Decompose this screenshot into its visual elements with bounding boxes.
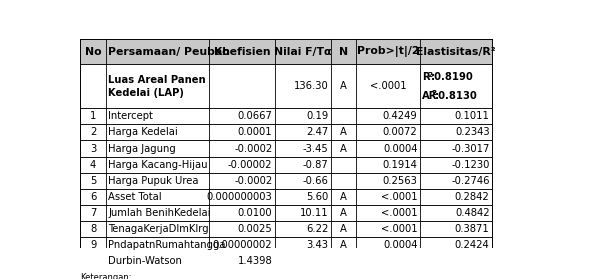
Text: Nilai F/Tα: Nilai F/Tα bbox=[274, 47, 332, 57]
Text: Persamaan/ Peubah: Persamaan/ Peubah bbox=[108, 47, 230, 57]
Text: Keterangan:: Keterangan: bbox=[80, 273, 132, 279]
Text: 10.11: 10.11 bbox=[300, 208, 329, 218]
Bar bbox=[80, 40, 492, 64]
Text: 2: 2 bbox=[90, 128, 96, 138]
Text: A: A bbox=[340, 143, 347, 153]
Text: 0.2343: 0.2343 bbox=[455, 128, 490, 138]
Text: Durbin-Watson: Durbin-Watson bbox=[108, 256, 182, 266]
Bar bbox=[80, 173, 492, 189]
Bar bbox=[80, 140, 492, 157]
Text: 5.60: 5.60 bbox=[306, 192, 329, 202]
Bar bbox=[80, 221, 492, 237]
Text: -0.1230: -0.1230 bbox=[451, 160, 490, 170]
Bar bbox=[80, 64, 492, 108]
Bar bbox=[80, 189, 492, 205]
Text: 6: 6 bbox=[90, 192, 96, 202]
Text: 0.000000003: 0.000000003 bbox=[207, 192, 272, 202]
Text: Asset Total: Asset Total bbox=[108, 192, 162, 202]
Text: 0.1011: 0.1011 bbox=[455, 111, 490, 121]
Text: <.0001: <.0001 bbox=[381, 192, 417, 202]
Text: -0.0002: -0.0002 bbox=[234, 176, 272, 186]
Text: 136.30: 136.30 bbox=[294, 81, 329, 91]
Text: TenagaKerjaDlmKlrg: TenagaKerjaDlmKlrg bbox=[108, 224, 209, 234]
Text: Harga Jagung: Harga Jagung bbox=[108, 143, 176, 153]
Text: 6.22: 6.22 bbox=[306, 224, 329, 234]
Text: 0.0001: 0.0001 bbox=[237, 128, 272, 138]
Text: 0.0667: 0.0667 bbox=[237, 111, 272, 121]
Text: N: N bbox=[339, 47, 348, 57]
Text: -0.0002: -0.0002 bbox=[234, 143, 272, 153]
Text: 0.4249: 0.4249 bbox=[382, 111, 417, 121]
Text: No: No bbox=[85, 47, 102, 57]
Text: AR: AR bbox=[422, 91, 438, 101]
Text: Elastisitas/R²: Elastisitas/R² bbox=[416, 47, 496, 57]
Text: 4: 4 bbox=[90, 160, 96, 170]
Text: :0.8190: :0.8190 bbox=[431, 73, 474, 82]
Text: 7: 7 bbox=[90, 208, 96, 218]
Text: A: A bbox=[340, 128, 347, 138]
Text: :0.8130: :0.8130 bbox=[435, 91, 478, 101]
Text: 2.47: 2.47 bbox=[306, 128, 329, 138]
Bar bbox=[80, 253, 492, 269]
Text: A: A bbox=[340, 81, 347, 91]
Text: Luas Areal Panen
Kedelai (LAP): Luas Areal Panen Kedelai (LAP) bbox=[108, 74, 206, 98]
Text: R: R bbox=[422, 73, 430, 82]
Text: A: A bbox=[340, 208, 347, 218]
Text: A: A bbox=[340, 192, 347, 202]
Text: 0.2563: 0.2563 bbox=[382, 176, 417, 186]
Text: 0.0072: 0.0072 bbox=[382, 128, 417, 138]
Text: Harga Pupuk Urea: Harga Pupuk Urea bbox=[108, 176, 199, 186]
Text: 5: 5 bbox=[90, 176, 96, 186]
Text: 3.43: 3.43 bbox=[307, 240, 329, 250]
Text: Prob>|t|/2: Prob>|t|/2 bbox=[357, 46, 419, 57]
Text: 3: 3 bbox=[90, 143, 96, 153]
Text: -0.00002: -0.00002 bbox=[228, 160, 272, 170]
Text: 0.0004: 0.0004 bbox=[383, 143, 417, 153]
Bar bbox=[80, 237, 492, 253]
Text: -3.45: -3.45 bbox=[302, 143, 329, 153]
Text: A: A bbox=[340, 240, 347, 250]
Text: 0.2842: 0.2842 bbox=[455, 192, 490, 202]
Text: 8: 8 bbox=[90, 224, 96, 234]
Text: Harga Kacang-Hijau: Harga Kacang-Hijau bbox=[108, 160, 208, 170]
Text: <.0001: <.0001 bbox=[381, 224, 417, 234]
Bar bbox=[80, 124, 492, 140]
Text: <.0001: <.0001 bbox=[381, 208, 417, 218]
Text: Intercept: Intercept bbox=[108, 111, 153, 121]
Bar bbox=[80, 157, 492, 173]
Text: <.0001: <.0001 bbox=[370, 81, 406, 91]
Text: 0.00000002: 0.00000002 bbox=[213, 240, 272, 250]
Text: -0.87: -0.87 bbox=[302, 160, 329, 170]
Text: 0.0004: 0.0004 bbox=[383, 240, 417, 250]
Text: 2: 2 bbox=[427, 72, 432, 78]
Text: 0.3871: 0.3871 bbox=[455, 224, 490, 234]
Text: Koefisien: Koefisien bbox=[214, 47, 271, 57]
Text: -0.3017: -0.3017 bbox=[451, 143, 490, 153]
Text: 2: 2 bbox=[431, 90, 436, 97]
Bar bbox=[80, 205, 492, 221]
Text: 9: 9 bbox=[90, 240, 96, 250]
Text: -0.2746: -0.2746 bbox=[451, 176, 490, 186]
Text: 0.4842: 0.4842 bbox=[455, 208, 490, 218]
Text: 0.1914: 0.1914 bbox=[382, 160, 417, 170]
Text: 1: 1 bbox=[90, 111, 96, 121]
Text: 0.0100: 0.0100 bbox=[237, 208, 272, 218]
Text: Harga Kedelai: Harga Kedelai bbox=[108, 128, 178, 138]
Bar bbox=[80, 108, 492, 124]
Text: 0.0025: 0.0025 bbox=[237, 224, 272, 234]
Text: 1.4398: 1.4398 bbox=[237, 256, 272, 266]
Text: A: A bbox=[340, 224, 347, 234]
Text: 0.19: 0.19 bbox=[306, 111, 329, 121]
Text: 0.2424: 0.2424 bbox=[455, 240, 490, 250]
Text: Jumlah BenihKedelai: Jumlah BenihKedelai bbox=[108, 208, 211, 218]
Text: PndapatnRumahtangga: PndapatnRumahtangga bbox=[108, 240, 226, 250]
Text: -0.66: -0.66 bbox=[302, 176, 329, 186]
